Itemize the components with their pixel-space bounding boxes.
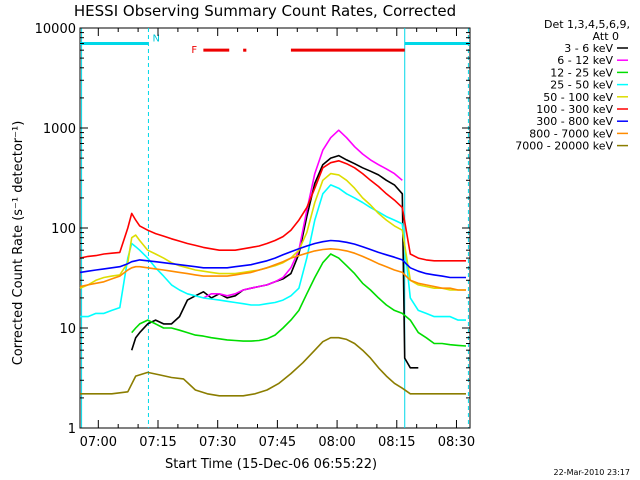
series-line-3 — [131, 253, 467, 347]
legend-label-3: 12 - 25 keV — [550, 66, 613, 79]
chart-title: HESSI Observing Summary Count Rates, Cor… — [74, 2, 456, 20]
legend-label-2: 6 - 12 keV — [557, 54, 613, 67]
legend-label-8: 800 - 7000 keV — [529, 127, 613, 140]
y-tick-label: 1 — [68, 422, 76, 437]
x-tick-label: 08:00 — [318, 435, 355, 450]
series-line-9 — [80, 336, 466, 397]
plot-area: NF — [79, 27, 471, 429]
legend-label-9: 7000 - 20000 keV — [515, 140, 613, 153]
y-axis-label: Corrected Count Rate (s⁻¹ detector⁻¹) — [11, 121, 26, 366]
legend-label-5: 50 - 100 keV — [543, 91, 613, 104]
series-line-7 — [79, 239, 466, 279]
series-line-6 — [79, 160, 466, 262]
legend-header-line-1: Det 1,3,4,5,6,9, — [544, 18, 630, 31]
x-tick-label: 08:30 — [438, 435, 475, 450]
series-line-8 — [79, 248, 466, 291]
footer-timestamp: 22-Mar-2010 23:17 — [554, 468, 631, 477]
series-line-4 — [80, 184, 466, 321]
axis-ticks: 1 10 100 1000 10000 07:00 07:15 07:30 07:45 08:00… — [35, 22, 476, 450]
x-tick-label: 07:45 — [259, 435, 296, 450]
y-tick-label: 10 — [59, 322, 76, 337]
y-tick-label: 10000 — [35, 22, 76, 37]
series-line-2 — [203, 129, 403, 299]
x-axis-label: Start Time (15-Dec-06 06:55:22) — [165, 457, 377, 472]
legend-header-line-2: Att 0 — [593, 30, 619, 43]
y-tick-label: 1000 — [43, 122, 76, 137]
legend-label-1: 3 - 6 keV — [564, 42, 613, 55]
legend-label-4: 25 - 50 keV — [550, 79, 613, 92]
x-tick-label: 07:00 — [80, 435, 117, 450]
legend-label-7: 300 - 800 keV — [536, 115, 613, 128]
flare-label: F — [191, 45, 197, 56]
legend-label-6: 100 - 300 keV — [536, 103, 613, 116]
night-label: N — [152, 33, 159, 44]
y-tick-label: 100 — [51, 222, 76, 237]
x-tick-label: 07:30 — [199, 435, 236, 450]
x-tick-label: 08:15 — [378, 435, 415, 450]
x-tick-label: 07:15 — [139, 435, 176, 450]
